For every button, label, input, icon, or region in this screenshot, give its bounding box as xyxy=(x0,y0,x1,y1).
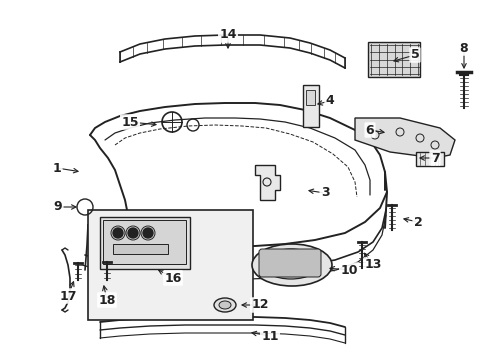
Bar xyxy=(100,217,190,269)
Text: 9: 9 xyxy=(54,201,62,213)
Bar xyxy=(305,90,314,105)
Text: 14: 14 xyxy=(219,28,236,41)
Ellipse shape xyxy=(262,249,319,279)
FancyBboxPatch shape xyxy=(259,249,320,277)
Text: 12: 12 xyxy=(251,298,268,311)
Text: 13: 13 xyxy=(364,258,381,271)
Text: 10: 10 xyxy=(340,264,357,276)
Circle shape xyxy=(128,228,138,238)
Circle shape xyxy=(142,228,153,238)
Text: 4: 4 xyxy=(325,94,334,108)
Text: 6: 6 xyxy=(365,123,373,136)
Text: 1: 1 xyxy=(53,162,61,175)
Polygon shape xyxy=(354,118,454,158)
Ellipse shape xyxy=(214,298,236,312)
Text: 8: 8 xyxy=(459,41,468,54)
Bar xyxy=(367,42,419,77)
Text: 7: 7 xyxy=(430,152,439,165)
Text: 2: 2 xyxy=(413,216,422,229)
Text: 11: 11 xyxy=(261,329,278,342)
Text: 5: 5 xyxy=(410,49,419,62)
Text: 15: 15 xyxy=(121,116,139,129)
Text: 16: 16 xyxy=(164,271,182,284)
Text: 3: 3 xyxy=(320,186,328,199)
Text: 18: 18 xyxy=(98,293,116,306)
Ellipse shape xyxy=(251,244,331,286)
Bar xyxy=(303,85,318,127)
Polygon shape xyxy=(254,165,280,200)
Ellipse shape xyxy=(219,301,230,309)
Bar xyxy=(415,152,443,166)
Circle shape xyxy=(113,228,123,238)
Bar xyxy=(103,220,185,264)
Bar xyxy=(113,244,168,254)
Text: 17: 17 xyxy=(59,289,77,302)
Bar xyxy=(88,210,252,320)
